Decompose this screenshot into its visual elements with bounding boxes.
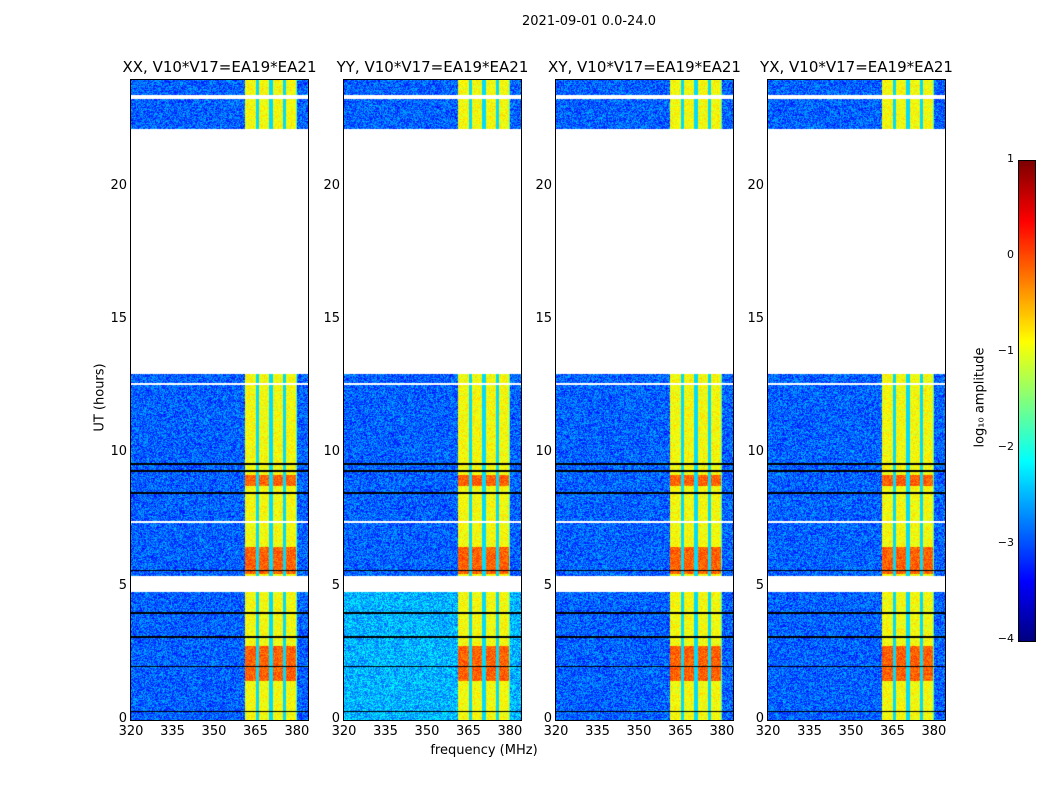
panel-title: XY, V10*V17=EA19*EA21 bbox=[548, 58, 741, 76]
y-tick-label: 5 bbox=[118, 577, 127, 593]
x-tick-label: 320 bbox=[331, 724, 357, 739]
x-tick-label: 350 bbox=[838, 724, 864, 739]
heatmap-panel bbox=[767, 79, 946, 721]
heatmap-panel bbox=[343, 79, 522, 721]
x-tick-label: 350 bbox=[626, 724, 652, 739]
x-tick-label: 320 bbox=[543, 724, 569, 739]
x-tick-label: 335 bbox=[160, 724, 185, 739]
colorbar-tick-label: −1 bbox=[997, 344, 1014, 357]
y-axis-label: UT (hours) bbox=[92, 363, 108, 432]
y-tick-label: 0 bbox=[118, 711, 127, 726]
y-tick-label: 15 bbox=[747, 311, 764, 326]
colorbar-tick-label: −3 bbox=[997, 536, 1014, 549]
heatmap-cells bbox=[556, 80, 733, 720]
x-tick-label: 320 bbox=[118, 724, 144, 739]
x-tick-label: 335 bbox=[373, 724, 398, 739]
x-tick-label: 380 bbox=[284, 724, 310, 739]
x-tick-label: 350 bbox=[201, 724, 227, 739]
heatmap-panel bbox=[555, 79, 734, 721]
colorbar bbox=[1018, 160, 1036, 642]
y-tick-label: 0 bbox=[755, 711, 764, 726]
x-tick-label: 380 bbox=[497, 724, 523, 739]
y-tick-label: 20 bbox=[110, 177, 127, 193]
y-tick-label: 20 bbox=[747, 177, 764, 193]
heatmap-cells bbox=[131, 80, 308, 720]
y-tick-label: 5 bbox=[543, 577, 552, 593]
x-axis-label: frequency (MHz) bbox=[430, 743, 538, 758]
x-tick-label: 350 bbox=[414, 724, 440, 739]
y-tick-label: 20 bbox=[323, 177, 340, 193]
y-tick-label: 15 bbox=[323, 311, 340, 326]
y-tick-label: 15 bbox=[535, 311, 552, 326]
x-tick-label: 365 bbox=[880, 724, 905, 739]
y-tick-label: 5 bbox=[755, 577, 764, 593]
x-tick-label: 380 bbox=[709, 724, 735, 739]
colorbar-tick-label: 0 bbox=[1007, 248, 1014, 261]
colorbar-label: log₁₀ amplitude bbox=[972, 347, 988, 448]
x-tick-label: 335 bbox=[797, 724, 822, 739]
panel-title: XX, V10*V17=EA19*EA21 bbox=[122, 58, 317, 76]
y-tick-label: 10 bbox=[323, 444, 340, 460]
y-tick-label: 20 bbox=[535, 177, 552, 193]
y-tick-label: 5 bbox=[331, 577, 340, 593]
colorbar-tick-label: −2 bbox=[997, 440, 1014, 453]
x-tick-label: 365 bbox=[668, 724, 693, 739]
heatmap-panel bbox=[130, 79, 309, 721]
heatmap-cells bbox=[344, 80, 521, 720]
y-tick-label: 10 bbox=[110, 444, 127, 460]
y-tick-label: 15 bbox=[110, 311, 127, 326]
y-tick-label: 0 bbox=[543, 711, 552, 726]
x-tick-label: 320 bbox=[755, 724, 781, 739]
x-tick-label: 365 bbox=[456, 724, 481, 739]
x-tick-label: 335 bbox=[585, 724, 610, 739]
y-tick-label: 0 bbox=[331, 711, 340, 726]
y-tick-label: 10 bbox=[535, 444, 552, 460]
x-tick-label: 380 bbox=[921, 724, 947, 739]
panel-title: YX, V10*V17=EA19*EA21 bbox=[760, 58, 953, 76]
panel-title: YY, V10*V17=EA19*EA21 bbox=[336, 58, 529, 76]
colorbar-tick-label: 1 bbox=[1007, 152, 1014, 165]
colorbar-tick-label: −4 bbox=[997, 632, 1014, 645]
x-tick-label: 365 bbox=[243, 724, 268, 739]
y-tick-label: 10 bbox=[747, 444, 764, 460]
heatmap-cells bbox=[768, 80, 945, 720]
figure-title: 2021-09-01 0.0-24.0 bbox=[522, 14, 656, 29]
